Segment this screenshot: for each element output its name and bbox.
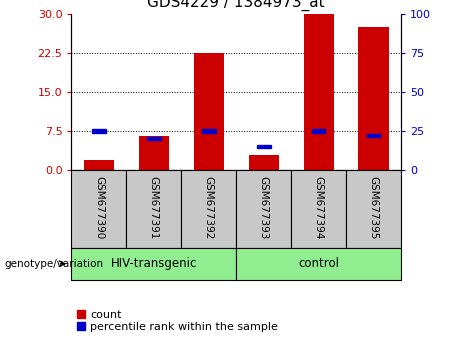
Bar (147, 137, 160, 140)
Text: GSM677394: GSM677394 (313, 176, 324, 239)
Text: GSM677393: GSM677393 (259, 176, 269, 239)
Bar (236, 248, 401, 280)
Text: GSM677395: GSM677395 (369, 176, 378, 239)
Text: GSM677390: GSM677390 (94, 176, 104, 239)
Bar (291, 170, 346, 248)
Text: control: control (298, 257, 339, 270)
Title: GDS4229 / 1384973_at: GDS4229 / 1384973_at (148, 0, 325, 11)
Text: GSM677391: GSM677391 (149, 176, 159, 239)
Bar (312, 130, 325, 132)
Bar (346, 170, 401, 248)
Text: GSM677392: GSM677392 (204, 176, 214, 239)
Bar (92, 130, 106, 132)
Text: HIV-transgenic: HIV-transgenic (111, 257, 197, 270)
Bar (202, 130, 216, 132)
Text: genotype/variation: genotype/variation (5, 259, 104, 269)
Bar (181, 170, 236, 248)
Bar (194, 53, 224, 170)
Bar (257, 145, 271, 148)
Bar (236, 170, 291, 248)
Bar (71, 170, 126, 248)
Bar (248, 155, 279, 170)
Bar (71, 248, 236, 280)
Bar (367, 134, 380, 137)
Bar (303, 14, 334, 170)
Bar (84, 160, 114, 170)
Bar (359, 27, 389, 170)
Bar (126, 170, 181, 248)
Bar (139, 136, 169, 170)
Legend: count, percentile rank within the sample: count, percentile rank within the sample (77, 310, 278, 332)
